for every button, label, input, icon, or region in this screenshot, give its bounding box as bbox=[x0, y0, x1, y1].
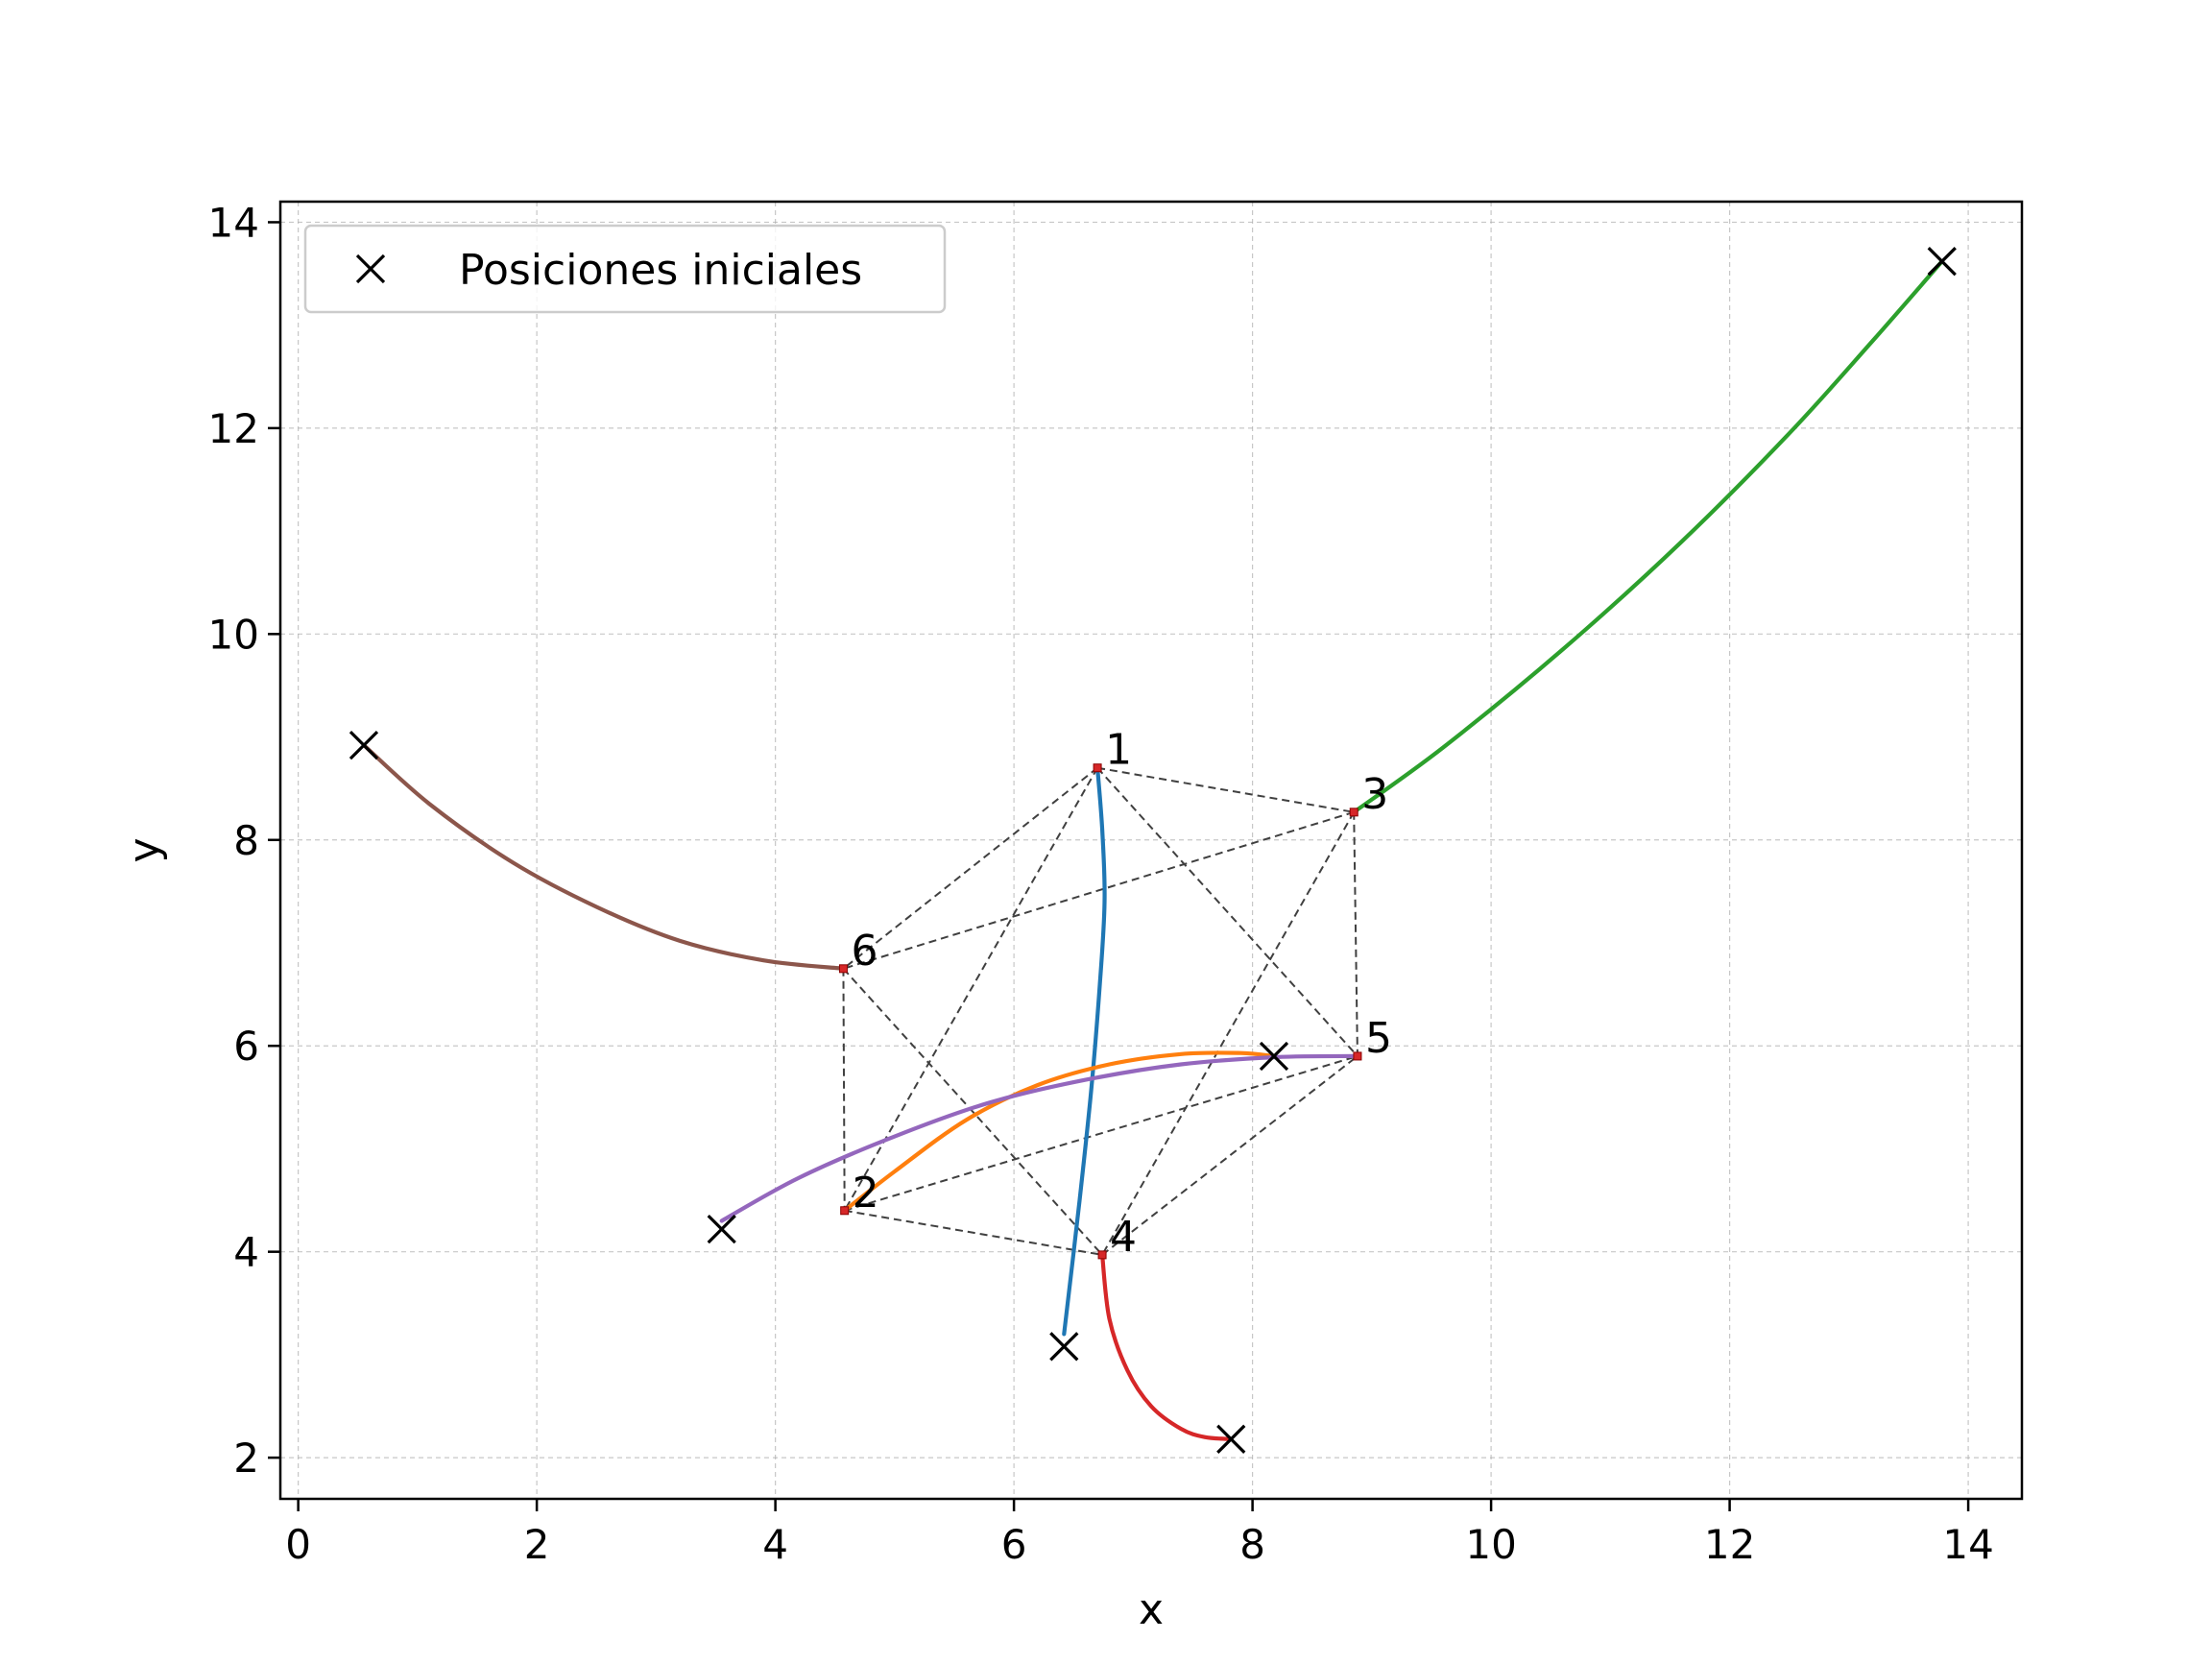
node-point-5 bbox=[1353, 1051, 1362, 1061]
node-point-6 bbox=[838, 964, 848, 974]
x-tick-label: 0 bbox=[285, 1521, 311, 1568]
edge-3-6 bbox=[843, 810, 1355, 970]
node-point-4 bbox=[1097, 1250, 1107, 1260]
edge-1-6 bbox=[842, 766, 1098, 970]
node-label-5: 5 bbox=[1365, 1014, 1392, 1063]
x-stroke bbox=[1259, 1041, 1289, 1072]
y-tick-label: 10 bbox=[208, 611, 259, 658]
node-label-2: 2 bbox=[853, 1169, 879, 1218]
trajectory-line-2 bbox=[842, 1050, 1277, 1213]
edge-2-5 bbox=[844, 1054, 1358, 1212]
x-tick-label: 8 bbox=[1239, 1521, 1265, 1568]
legend-x-marker-icon bbox=[355, 253, 386, 284]
edge-layer bbox=[842, 766, 1358, 1256]
x-tick-label: 10 bbox=[1465, 1521, 1516, 1568]
edge-6-2 bbox=[842, 968, 846, 1211]
x-tick-label: 14 bbox=[1942, 1521, 1993, 1568]
node-label-4: 4 bbox=[1110, 1213, 1137, 1262]
y-tick-label: 8 bbox=[233, 817, 259, 864]
y-tick-label: 2 bbox=[233, 1435, 259, 1482]
y-axis-label: y bbox=[120, 837, 169, 862]
initial-position-marker bbox=[349, 731, 379, 760]
trajectory-line-3 bbox=[1352, 259, 1944, 814]
trajectory-line-6 bbox=[361, 743, 846, 971]
edge-2-4 bbox=[844, 1209, 1103, 1256]
x-tick-label: 2 bbox=[524, 1521, 550, 1568]
initial-position-marker bbox=[1216, 1424, 1246, 1454]
node-point-3 bbox=[1349, 808, 1358, 817]
y-tick-label: 6 bbox=[233, 1023, 259, 1070]
y-tick-label: 14 bbox=[208, 199, 259, 246]
x-tick-label: 12 bbox=[1704, 1521, 1755, 1568]
node-point-1 bbox=[1093, 763, 1102, 773]
initial-position-marker bbox=[1259, 1041, 1289, 1072]
y-tick-label: 4 bbox=[233, 1229, 259, 1276]
edge-6-4 bbox=[842, 968, 1103, 1256]
edge-3-5 bbox=[1353, 811, 1358, 1056]
trajectory-line-1 bbox=[1062, 765, 1107, 1337]
initial-position-marker bbox=[1049, 1332, 1079, 1362]
edge-1-2 bbox=[843, 767, 1098, 1212]
legend: Posiciones iniciales bbox=[303, 224, 947, 314]
edge-3-4 bbox=[1101, 811, 1356, 1256]
edge-1-3 bbox=[1096, 766, 1355, 813]
legend-x-symbol bbox=[355, 253, 386, 284]
marker-layer bbox=[349, 247, 1957, 1454]
x-axis-label: x bbox=[1139, 1585, 1164, 1634]
trajectory-line-4 bbox=[1100, 1252, 1234, 1441]
node-label-1: 1 bbox=[1105, 726, 1132, 775]
x-stroke bbox=[355, 253, 386, 284]
x-tick-label: 6 bbox=[1001, 1521, 1027, 1568]
edge-1-5 bbox=[1096, 767, 1358, 1057]
node-label-6: 6 bbox=[851, 927, 878, 976]
legend-label: Posiciones iniciales bbox=[459, 246, 862, 295]
y-tick-label: 12 bbox=[208, 405, 259, 452]
x-stroke bbox=[707, 1214, 736, 1244]
trajectory-line-5 bbox=[719, 1053, 1359, 1223]
node-label-3: 3 bbox=[1361, 770, 1388, 819]
axes-frame bbox=[278, 200, 2024, 1501]
x-tick-label: 4 bbox=[762, 1521, 788, 1568]
x-stroke bbox=[349, 731, 379, 760]
grid-layer bbox=[280, 202, 2022, 1499]
node-layer: 1 2 3 4 5 6 bbox=[838, 726, 1392, 1262]
legend-box bbox=[303, 224, 947, 314]
x-stroke bbox=[1049, 1332, 1079, 1362]
series-layer bbox=[361, 259, 1944, 1441]
initial-position-marker bbox=[707, 1214, 736, 1244]
x-stroke bbox=[1927, 247, 1957, 277]
initial-position-marker bbox=[1927, 247, 1957, 277]
x-stroke bbox=[1216, 1424, 1246, 1454]
edge-4-5 bbox=[1101, 1055, 1358, 1256]
node-point-2 bbox=[840, 1206, 850, 1216]
